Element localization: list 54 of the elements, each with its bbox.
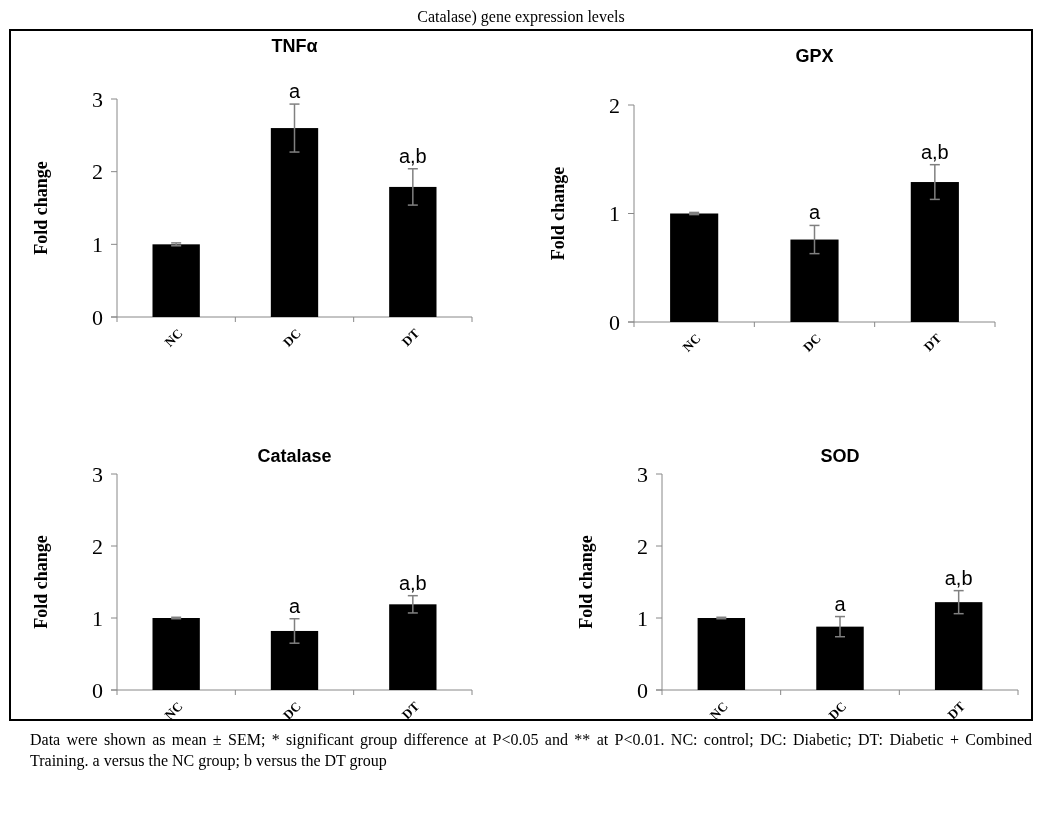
y-axis-title: Fold change: [31, 161, 51, 255]
y-tick-label: 0: [92, 677, 103, 703]
annotation: a,b: [920, 140, 949, 163]
annotation: a: [288, 80, 301, 103]
y-tick-label: 1: [609, 201, 620, 227]
bar: [816, 626, 864, 690]
x-tick-label: NC: [161, 325, 186, 350]
y-tick-label: 2: [92, 159, 103, 185]
bar: [697, 618, 746, 690]
y-tick-label: 1: [637, 605, 648, 631]
x-tick-label: DT: [920, 330, 945, 355]
text: Catalase) gene expression levels: [417, 8, 625, 26]
x-tick-label: NC: [161, 698, 186, 723]
x-tick-label: DT: [398, 325, 423, 350]
y-tick-label: 1: [92, 232, 103, 258]
x-tick-label: DC: [799, 330, 824, 355]
y-tick-label: 3: [92, 86, 103, 112]
bar: [152, 244, 200, 317]
y-axis-title: Fold change: [31, 535, 51, 629]
x-tick-label: DT: [398, 698, 423, 723]
annotation: a: [288, 594, 301, 617]
y-tick-label: 2: [637, 533, 648, 559]
y-tick-label: 3: [637, 461, 648, 487]
annotation: a: [808, 201, 821, 224]
y-axis-title: Fold change: [548, 166, 568, 261]
y-tick-label: 1: [92, 605, 103, 631]
x-tick-label: DC: [825, 698, 850, 723]
y-tick-label: 0: [637, 677, 648, 703]
chart-title: SOD: [820, 446, 860, 466]
x-tick-label: NC: [706, 698, 731, 723]
y-tick-label: 3: [92, 461, 103, 487]
text: Data were shown as mean ± SEM; * significant group difference at P<0.05 and ** at P<0.01. NC: control; DC: Diabetic; DT: Diabetic + Combined Training. a versus the NC group; b versus the DT group: [30, 730, 1032, 772]
bar: [270, 128, 319, 317]
x-tick-label: DC: [279, 698, 304, 723]
y-tick-label: 0: [92, 304, 103, 330]
y-tick-label: 0: [609, 309, 620, 335]
y-axis-title: Fold change: [576, 535, 596, 629]
chart-title: Catalase: [257, 446, 332, 466]
annotation: a,b: [398, 571, 427, 594]
chart-title: TNFα: [271, 36, 318, 56]
x-tick-label: DT: [944, 698, 969, 723]
x-tick-label: NC: [679, 330, 704, 355]
bar: [934, 602, 983, 690]
y-tick-label: 2: [609, 92, 620, 118]
bar: [670, 213, 719, 322]
y-tick-label: 2: [92, 533, 103, 559]
bar: [389, 186, 437, 317]
bar: [910, 182, 959, 322]
annotation: a: [834, 592, 847, 615]
annotation: a,b: [398, 144, 427, 167]
annotation: a,b: [944, 566, 973, 589]
x-tick-label: DC: [279, 325, 304, 350]
bar: [790, 239, 839, 322]
chart-title: GPX: [795, 46, 834, 66]
